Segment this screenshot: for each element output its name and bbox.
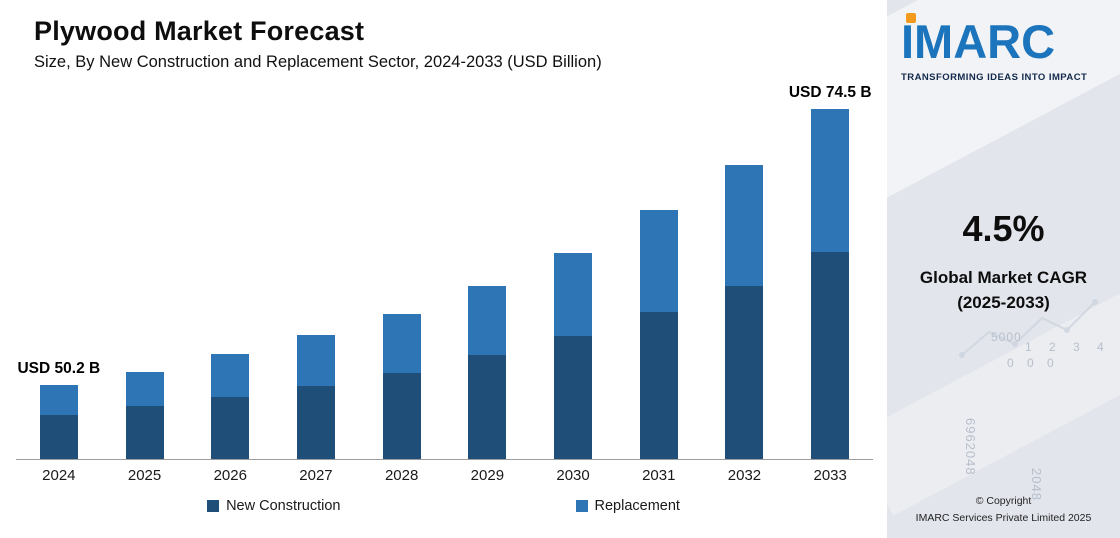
- bar-segment-new-construction: [211, 397, 250, 459]
- stacked-bar-2027: [296, 335, 335, 459]
- chart-header: Plywood Market Forecast Size, By New Con…: [34, 16, 867, 72]
- bar-segment-new-construction: [125, 406, 164, 459]
- bar-value-annotation: USD 50.2 B: [17, 360, 101, 377]
- bar-segment-new-construction: [39, 415, 78, 459]
- bar-segment-replacement: [725, 165, 764, 286]
- legend-label: New Construction: [226, 498, 341, 514]
- year-label-2029: 2029: [470, 467, 505, 484]
- cagr-value: 4.5%: [962, 208, 1045, 249]
- decorative-number: 0 0 0: [1007, 356, 1059, 370]
- bar-segment-replacement: [554, 253, 593, 336]
- year-label-2027: 2027: [299, 467, 333, 484]
- year-label-2033: 2033: [813, 467, 847, 484]
- bar-segment-replacement: [382, 314, 421, 373]
- stacked-bar-2026: [211, 354, 250, 459]
- bars-row: USD 50.2 B USD 74.5 B: [16, 80, 873, 460]
- side-panel: 5000 1 2 3 4 0 0 0 6962048 2048 IMARC TR…: [887, 0, 1120, 538]
- bar-segment-replacement: [296, 335, 335, 386]
- bar-segment-replacement: [39, 385, 78, 415]
- bar-segment-replacement: [125, 372, 164, 406]
- decorative-number: 1 2 3 4: [1025, 340, 1111, 354]
- stacked-bar-2029: [468, 286, 507, 459]
- year-label-2030: 2030: [556, 467, 590, 484]
- year-label-2025: 2025: [127, 467, 162, 484]
- bar-segment-new-construction: [554, 336, 593, 459]
- cagr-block: 4.5% Global Market CAGR (2025-2033): [887, 208, 1120, 315]
- stacked-bar-2025: [125, 372, 164, 459]
- bar-group-2032: [702, 165, 788, 459]
- stacked-bar-2031: [639, 210, 678, 459]
- bar-group-2027: [273, 335, 359, 459]
- legend-item-new-construction: New Construction: [207, 498, 341, 514]
- chart-legend: New Construction Replacement: [0, 498, 887, 514]
- bar-group-2025: [102, 372, 188, 459]
- decorative-number: 6962048: [963, 418, 978, 476]
- bar-group-2033: USD 74.5 B: [787, 84, 873, 459]
- legend-label: Replacement: [594, 498, 680, 514]
- bar-segment-new-construction: [468, 355, 507, 459]
- bar-segment-replacement: [811, 109, 850, 252]
- logo-tagline: TRANSFORMING IDEAS INTO IMPACT: [901, 72, 1088, 83]
- bar-group-2029: [445, 286, 531, 459]
- stacked-bar-2030: [554, 253, 593, 459]
- stacked-bar-2033: USD 74.5 B: [789, 84, 872, 459]
- stacked-bar-2032: [725, 165, 764, 459]
- bar-segment-new-construction: [811, 252, 850, 459]
- chart-subtitle: Size, By New Construction and Replacemen…: [34, 53, 602, 71]
- chart-panel: Plywood Market Forecast Size, By New Con…: [0, 16, 887, 514]
- year-label-2028: 2028: [384, 467, 419, 484]
- bar-group-2031: [616, 210, 702, 459]
- bar-group-2026: [187, 354, 273, 459]
- x-axis-labels: 2024 2025 2026 2027 2028 2029 2030 2031 2032 2033: [16, 460, 873, 484]
- year-label-2026: 2026: [213, 467, 247, 484]
- cagr-label: Global Market CAGR (2025-2033): [887, 266, 1120, 315]
- stacked-bar-2028: [382, 314, 421, 459]
- decorative-number: 2048: [1029, 468, 1044, 501]
- stacked-bar-2024: USD 50.2 B: [17, 360, 100, 459]
- bar-group-2024: USD 50.2 B: [16, 360, 102, 459]
- bar-group-2028: [359, 314, 445, 459]
- legend-item-replacement: Replacement: [575, 498, 680, 514]
- cagr-label-line2: (2025-2033): [957, 292, 1050, 312]
- bar-value-annotation: USD 74.5 B: [788, 84, 872, 101]
- copyright-line2: IMARC Services Private Limited 2025: [915, 511, 1092, 524]
- legend-swatch-icon: [575, 500, 588, 512]
- bar-segment-new-construction: [382, 373, 421, 459]
- bar-group-2030: [530, 253, 616, 459]
- logo-text: IMARC: [901, 15, 1056, 68]
- copyright-line1: © Copyright: [975, 495, 1032, 508]
- copyright: © Copyright IMARC Services Private Limit…: [887, 493, 1120, 526]
- chart-title: Plywood Market Forecast: [34, 16, 365, 46]
- bar-segment-replacement: [639, 210, 678, 312]
- year-label-2032: 2032: [727, 467, 762, 484]
- bar-segment-new-construction: [725, 286, 764, 459]
- bar-segment-replacement: [211, 354, 250, 397]
- decorative-number: 5000: [991, 330, 1022, 344]
- bar-segment-new-construction: [639, 312, 678, 459]
- cagr-label-line1: Global Market CAGR: [919, 268, 1088, 287]
- decorative-line-chart: [959, 299, 1098, 358]
- year-label-2031: 2031: [642, 467, 676, 484]
- year-label-2024: 2024: [42, 467, 76, 484]
- imarc-logo: IMARC TRANSFORMING IDEAS INTO IMPACT: [887, 0, 1120, 83]
- legend-swatch-icon: [207, 500, 220, 512]
- bar-segment-new-construction: [296, 386, 335, 459]
- bar-segment-replacement: [468, 286, 507, 355]
- logo-orange-dot-icon: [906, 13, 916, 23]
